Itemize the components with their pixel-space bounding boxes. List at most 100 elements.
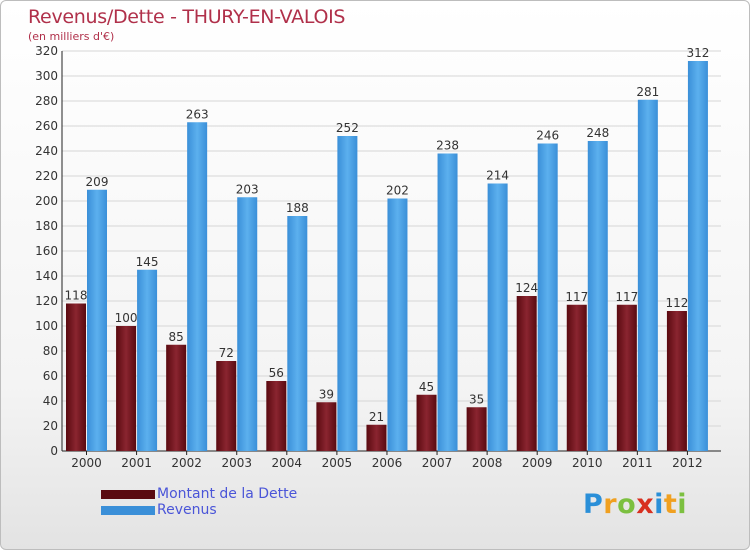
bar-revenus xyxy=(387,198,408,451)
data-label-revenus: 209 xyxy=(86,175,109,189)
x-tick-label: 2003 xyxy=(221,456,252,470)
legend-swatch-dette xyxy=(101,489,155,499)
y-tick-label: 200 xyxy=(35,194,58,208)
x-tick-label: 2000 xyxy=(71,456,102,470)
x-tick-label: 2006 xyxy=(372,456,403,470)
y-tick-label: 60 xyxy=(43,369,58,383)
legend-item-revenus: Revenus xyxy=(101,502,297,518)
logo-letter: x xyxy=(636,489,655,520)
proxiti-logo: Proxiti xyxy=(583,489,687,520)
bar-dette xyxy=(116,326,137,451)
legend-item-dette: Montant de la Dette xyxy=(101,486,297,502)
x-tick-label: 2011 xyxy=(622,456,653,470)
x-tick-label: 2012 xyxy=(672,456,703,470)
bar-dette xyxy=(566,304,587,451)
data-label-revenus: 252 xyxy=(336,121,359,135)
data-label-dette: 112 xyxy=(665,296,688,310)
chart-title: Revenus/Dette - THURY-EN-VALOIS xyxy=(28,6,346,28)
bar-revenus xyxy=(487,183,508,451)
legend: Montant de la Dette Revenus xyxy=(101,486,297,518)
data-label-revenus: 202 xyxy=(386,184,409,198)
data-label-revenus: 263 xyxy=(186,107,209,121)
bar-dette xyxy=(316,402,337,451)
x-tick-label: 2002 xyxy=(171,456,202,470)
bar-revenus xyxy=(537,143,558,451)
y-tick-label: 320 xyxy=(35,44,58,58)
y-tick-label: 20 xyxy=(43,419,58,433)
data-label-revenus: 188 xyxy=(286,201,309,215)
data-label-revenus: 246 xyxy=(536,129,559,143)
bar-revenus xyxy=(287,216,308,451)
logo-letter: r xyxy=(603,489,618,520)
bars xyxy=(66,61,708,451)
bar-revenus xyxy=(637,99,658,451)
x-tick-label: 2008 xyxy=(472,456,503,470)
data-label-revenus: 312 xyxy=(686,46,709,60)
data-label-dette: 35 xyxy=(469,392,484,406)
x-axis: 2000 2001 2002 2003 2004 2005 2006 2007 2008 2009… xyxy=(71,451,703,470)
data-label-dette: 117 xyxy=(565,290,588,304)
y-tick-label: 100 xyxy=(35,319,58,333)
bar-revenus xyxy=(137,269,158,451)
x-tick-label: 2005 xyxy=(322,456,353,470)
legend-label-dette: Montant de la Dette xyxy=(157,486,298,502)
legend-label-revenus: Revenus xyxy=(157,502,217,518)
y-tick-label: 300 xyxy=(35,69,58,83)
y-tick-label: 180 xyxy=(35,219,58,233)
bar-dette xyxy=(66,303,86,451)
data-label-revenus: 203 xyxy=(236,182,259,196)
logo-letter: P xyxy=(583,489,604,520)
data-labels: 118 209 100 145 85 263 72 203 56 188 39 252 21 202 45 2… xyxy=(65,46,710,424)
data-label-dette: 124 xyxy=(515,281,538,295)
bar-revenus xyxy=(237,197,258,451)
x-tick-label: 2010 xyxy=(572,456,603,470)
y-axis: 0 20 40 60 80 100 120 140 160 180 200 220 240 260 280 3… xyxy=(35,44,721,458)
logo-letter: i xyxy=(677,489,688,520)
bar-revenus xyxy=(437,153,458,451)
y-tick-label: 80 xyxy=(43,344,58,358)
logo-letter: t xyxy=(663,489,678,520)
data-label-dette: 21 xyxy=(369,410,384,424)
bar-dette xyxy=(366,424,387,451)
data-label-dette: 45 xyxy=(419,380,434,394)
logo-letter: i xyxy=(654,489,664,520)
x-tick-label: 2004 xyxy=(272,456,303,470)
bar-dette xyxy=(666,311,687,451)
bar-dette xyxy=(216,361,237,451)
bar-dette xyxy=(466,407,487,451)
bar-revenus xyxy=(687,61,708,451)
data-label-dette: 85 xyxy=(169,330,184,344)
data-label-dette: 117 xyxy=(615,290,638,304)
chart-subtitle: (en milliers d'€) xyxy=(28,30,115,43)
y-tick-label: 120 xyxy=(35,294,58,308)
y-tick-label: 240 xyxy=(35,144,58,158)
data-label-dette: 118 xyxy=(65,289,88,303)
legend-swatch-revenus xyxy=(101,505,155,515)
bar-revenus xyxy=(587,141,608,451)
y-tick-label: 260 xyxy=(35,119,58,133)
data-label-dette: 56 xyxy=(269,366,284,380)
y-tick-label: 280 xyxy=(35,94,58,108)
x-tick-label: 2007 xyxy=(422,456,453,470)
x-tick-label: 2001 xyxy=(121,456,152,470)
data-label-revenus: 145 xyxy=(136,255,159,269)
data-label-dette: 100 xyxy=(115,311,138,325)
y-tick-label: 160 xyxy=(35,244,58,258)
y-tick-label: 0 xyxy=(50,444,58,458)
y-tick-label: 220 xyxy=(35,169,58,183)
bar-dette xyxy=(616,304,637,451)
bar-revenus xyxy=(87,189,107,451)
bar-dette xyxy=(166,344,187,451)
data-label-revenus: 281 xyxy=(636,85,659,99)
data-label-revenus: 238 xyxy=(436,139,459,153)
data-label-revenus: 248 xyxy=(586,126,609,140)
y-tick-label: 40 xyxy=(43,394,58,408)
x-tick-label: 2009 xyxy=(522,456,553,470)
bar-revenus xyxy=(337,136,358,451)
y-tick-label: 140 xyxy=(35,269,58,283)
bar-dette xyxy=(266,381,287,451)
data-label-revenus: 214 xyxy=(486,169,509,183)
bar-dette xyxy=(416,394,437,451)
